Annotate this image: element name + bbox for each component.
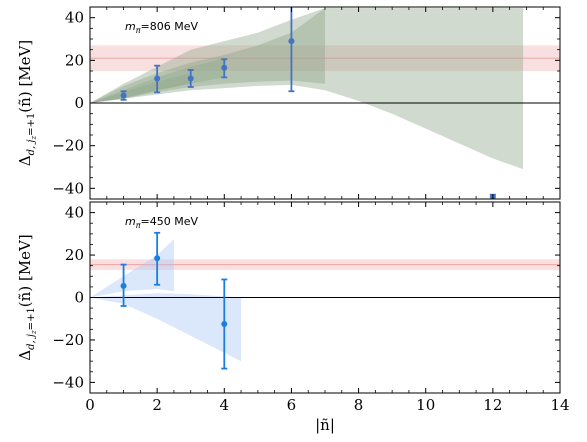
ylabel-sub: d, j [26, 140, 37, 156]
data-point-2 [154, 64, 161, 94]
ylabel-sub2: =+1 [26, 113, 37, 136]
y-tick-label: 20 [65, 246, 84, 264]
fit-band-2 [90, 239, 174, 298]
x-axis-label: |ñ| [315, 416, 335, 434]
fit-band-1 [90, 293, 242, 362]
fit-band-2 [90, 8, 325, 104]
ylabel-delta: Δ [16, 350, 34, 361]
ylabel-subsub: z [30, 136, 38, 141]
y-tick-label: −40 [52, 179, 84, 197]
data-point-5 [288, 7, 295, 93]
x-tick-label: 4 [220, 396, 230, 414]
ylabel-rest: (ñ) [MeV] [16, 40, 34, 113]
data-marker [154, 255, 161, 262]
x-tick-label: 6 [287, 396, 297, 414]
annotation-m: m [125, 215, 136, 228]
data-point-3 [221, 278, 228, 370]
data-marker [221, 321, 228, 328]
annotation-sub: π [136, 221, 141, 230]
ylabel-subsub: z [30, 330, 38, 335]
annotation-m: m [125, 20, 136, 33]
fit-band-1 [90, 8, 524, 170]
fit-band-4 [90, 73, 191, 103]
x-tick-label: 8 [354, 396, 364, 414]
data-point-3 [187, 69, 194, 88]
y-tick-label: −20 [52, 137, 84, 155]
x-tick-label: 2 [152, 396, 162, 414]
data-marker [120, 282, 127, 289]
data-point-4 [221, 58, 228, 79]
y-tick-label: 20 [65, 51, 84, 69]
ylabel-delta: Δ [16, 155, 34, 166]
y-tick-label: 40 [65, 9, 84, 27]
y-tick-label: −40 [52, 373, 84, 391]
y-tick-label: 0 [74, 289, 84, 307]
annotation-rest: =450 MeV [141, 215, 199, 228]
y-axis-label: Δd, jz=+1(ñ) [MeV] [16, 234, 38, 360]
plot-area [90, 231, 560, 370]
annotation-rest: =806 MeV [141, 20, 199, 33]
data-point-1 [120, 263, 127, 307]
ylabel-sub2: =+1 [26, 307, 37, 330]
data-marker [120, 92, 127, 99]
data-point-1 [120, 90, 127, 101]
data-marker [221, 64, 228, 71]
ylabel-rest: (ñ) [MeV] [16, 234, 34, 307]
data-marker [288, 38, 295, 45]
panel-2: −40 −20 0 20 40 0 2 4 6 8 10 12 14 |ñ| mπ=450 MeV Δd, j… [16, 201, 570, 434]
x-tick-label: 0 [85, 396, 95, 414]
mass-annotation: mπ=450 MeV [125, 215, 199, 230]
plot-area [90, 7, 560, 199]
data-point-2 [154, 231, 161, 286]
y-tick-label: 0 [74, 94, 84, 112]
ylabel-sub: d, j [26, 334, 37, 350]
panel-1: −40 −20 0 20 40 mπ=806 MeV Δd, jz=+1(ñ) [MeV] [16, 6, 561, 200]
annotation-sub: π [136, 26, 141, 35]
data-marker [187, 75, 194, 82]
y-tick-label: 40 [65, 204, 84, 222]
mass-annotation: mπ=806 MeV [125, 20, 199, 35]
y-tick-label: −20 [52, 331, 84, 349]
x-tick-label: 12 [483, 396, 502, 414]
x-tick-label: 10 [416, 396, 435, 414]
data-marker [154, 75, 161, 82]
x-tick-label: 14 [550, 396, 569, 414]
y-axis-label: Δd, jz=+1(ñ) [MeV] [16, 40, 38, 166]
